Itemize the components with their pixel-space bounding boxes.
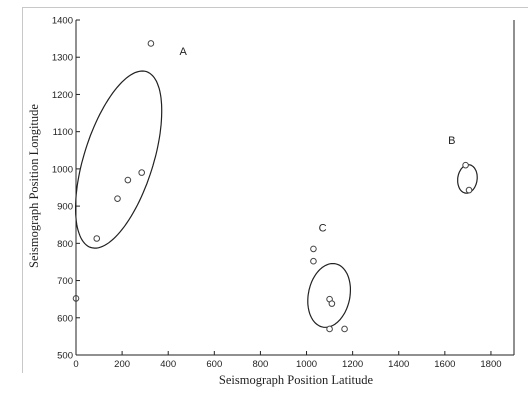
- data-point: [462, 161, 469, 169]
- data-point: [328, 300, 336, 307]
- cluster-label-a: A: [180, 46, 188, 58]
- x-tick-label: 1200: [342, 359, 363, 370]
- data-point: [310, 245, 317, 253]
- y-tick-label: 900: [57, 202, 73, 213]
- data-point: [138, 169, 145, 176]
- data-point: [465, 186, 473, 194]
- data-point: [147, 40, 155, 47]
- y-axis-title: Seismograph Position Longitude: [27, 104, 41, 268]
- x-tick-label: 800: [252, 359, 268, 370]
- cluster-ellipse-c: [307, 263, 351, 328]
- cluster-ellipse-b: [457, 164, 478, 194]
- data-point: [310, 257, 317, 265]
- x-tick-label: 0: [73, 359, 78, 370]
- x-tick-label: 600: [206, 359, 222, 370]
- x-tick-label: 400: [160, 359, 176, 370]
- x-axis-title: Seismograph Position Latitude: [219, 373, 374, 387]
- y-tick-label: 1100: [53, 127, 73, 138]
- x-tick-label: 1400: [388, 359, 409, 370]
- x-tick-label: 1000: [296, 359, 317, 370]
- y-tick-label: 500: [57, 351, 73, 362]
- cluster-label-c: C: [319, 222, 327, 234]
- data-point: [124, 176, 132, 184]
- y-tick-label: 1000: [52, 164, 73, 175]
- cluster-label-b: B: [448, 135, 455, 147]
- cluster-labels: A B C: [180, 46, 456, 234]
- data-points: [72, 40, 473, 333]
- data-point: [341, 325, 348, 333]
- y-tick-label: 800: [57, 239, 73, 250]
- y-tick-label: 700: [57, 276, 73, 287]
- data-point: [93, 235, 101, 242]
- data-point: [326, 325, 333, 333]
- y-tick-label: 1300: [52, 53, 73, 64]
- y-tick-label: 1200: [52, 90, 73, 101]
- data-point: [114, 195, 121, 202]
- axes: 500 600 700 800 900 1000 1100 1200 1300 1400 0 200 4…: [52, 16, 515, 370]
- x-tick-label: 1600: [434, 359, 455, 370]
- y-tick-label: 600: [57, 313, 73, 324]
- x-tick-label: 1800: [480, 359, 501, 370]
- y-tick-label: 1400: [52, 16, 73, 27]
- x-tick-label: 200: [114, 359, 130, 370]
- cluster-ellipses: [75, 70, 478, 328]
- cluster-ellipse-a: [75, 70, 163, 249]
